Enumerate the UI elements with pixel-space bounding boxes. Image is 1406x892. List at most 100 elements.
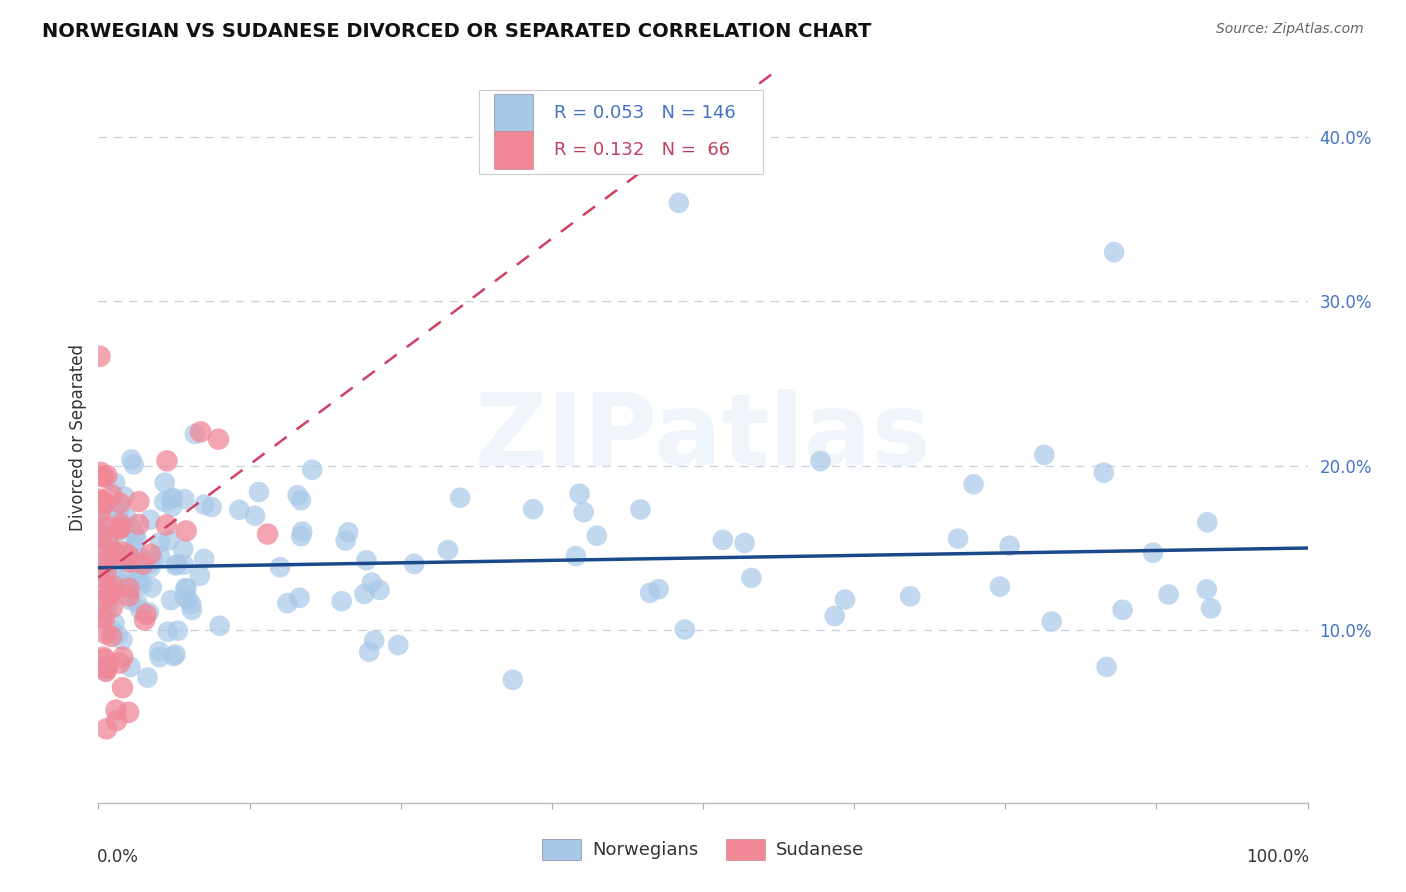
Norwegians [301,463,323,477]
Sudanese [108,522,131,536]
Norwegians [404,557,426,571]
Norwegians [148,644,170,658]
Sudanese [89,349,111,363]
Sudanese [93,469,115,483]
Norwegians [330,594,353,608]
Sudanese [105,714,128,728]
Norwegians [201,500,224,514]
FancyBboxPatch shape [479,90,763,174]
Norwegians [247,485,270,500]
Norwegians [1142,546,1164,560]
Norwegians [359,645,381,659]
Norwegians [124,528,146,542]
Norwegians [160,500,183,514]
Sudanese [97,589,120,603]
Norwegians [142,552,165,566]
Sudanese [156,454,179,468]
Norwegians [89,511,111,525]
Norwegians [108,577,131,591]
Norwegians [90,544,112,558]
Norwegians [114,490,136,504]
Sudanese [94,652,117,666]
Sudanese [190,425,212,439]
Norwegians [176,582,198,596]
Sudanese [103,583,125,598]
Norwegians [998,539,1021,553]
Norwegians [1040,615,1063,629]
Norwegians [139,560,162,574]
Norwegians [107,573,129,587]
Sudanese [120,555,142,569]
Norwegians [138,606,160,620]
Norwegians [125,532,148,546]
Sudanese [104,547,127,561]
Norwegians [108,502,131,516]
Norwegians [1095,660,1118,674]
Norwegians [668,195,690,210]
Norwegians [437,543,460,558]
Sudanese [97,534,120,549]
Norwegians [97,534,120,549]
Norwegians [288,591,311,605]
Norwegians [101,624,124,638]
Norwegians [173,491,195,506]
Norwegians [129,603,152,617]
Sudanese [89,507,111,521]
Sudanese [90,558,112,573]
Norwegians [740,571,762,585]
Norwegians [165,558,187,573]
Norwegians [174,582,197,596]
Norwegians [162,491,184,505]
Norwegians [90,524,112,539]
Norwegians [104,557,127,571]
Norwegians [360,575,382,590]
Norwegians [568,487,591,501]
Sudanese [93,496,115,510]
Norwegians [120,660,142,674]
Norwegians [94,552,117,566]
Sudanese [94,627,117,641]
Sudanese [91,495,114,509]
Norwegians [1157,588,1180,602]
Norwegians [136,671,159,685]
Norwegians [177,592,200,607]
Sudanese [104,703,127,717]
Norwegians [228,503,250,517]
Norwegians [276,596,298,610]
Norwegians [90,558,112,573]
Sudanese [96,519,118,533]
Norwegians [810,454,832,468]
Norwegians [111,549,134,564]
Legend: Norwegians, Sudanese: Norwegians, Sudanese [534,831,872,867]
Norwegians [160,491,183,506]
Norwegians [1197,516,1219,530]
Sudanese [135,607,157,622]
Sudanese [96,722,118,736]
Norwegians [946,532,969,546]
Norwegians [184,426,207,441]
Norwegians [638,586,661,600]
Norwegians [586,529,609,543]
Norwegians [180,598,202,612]
Sudanese [128,494,150,508]
Sudanese [101,488,124,502]
Norwegians [356,553,378,567]
Norwegians [94,545,117,559]
Norwegians [188,569,211,583]
Norwegians [115,577,138,591]
Norwegians [208,619,231,633]
Norwegians [149,535,172,549]
Text: Source: ZipAtlas.com: Source: ZipAtlas.com [1216,22,1364,37]
Norwegians [502,673,524,687]
Sudanese [111,681,134,695]
Norwegians [291,524,314,539]
Norwegians [115,549,138,563]
Norwegians [93,566,115,580]
Norwegians [1199,601,1222,615]
Sudanese [207,432,229,446]
Sudanese [96,591,118,605]
Sudanese [128,517,150,532]
Norwegians [824,609,846,624]
Sudanese [89,493,111,508]
Sudanese [89,570,111,584]
